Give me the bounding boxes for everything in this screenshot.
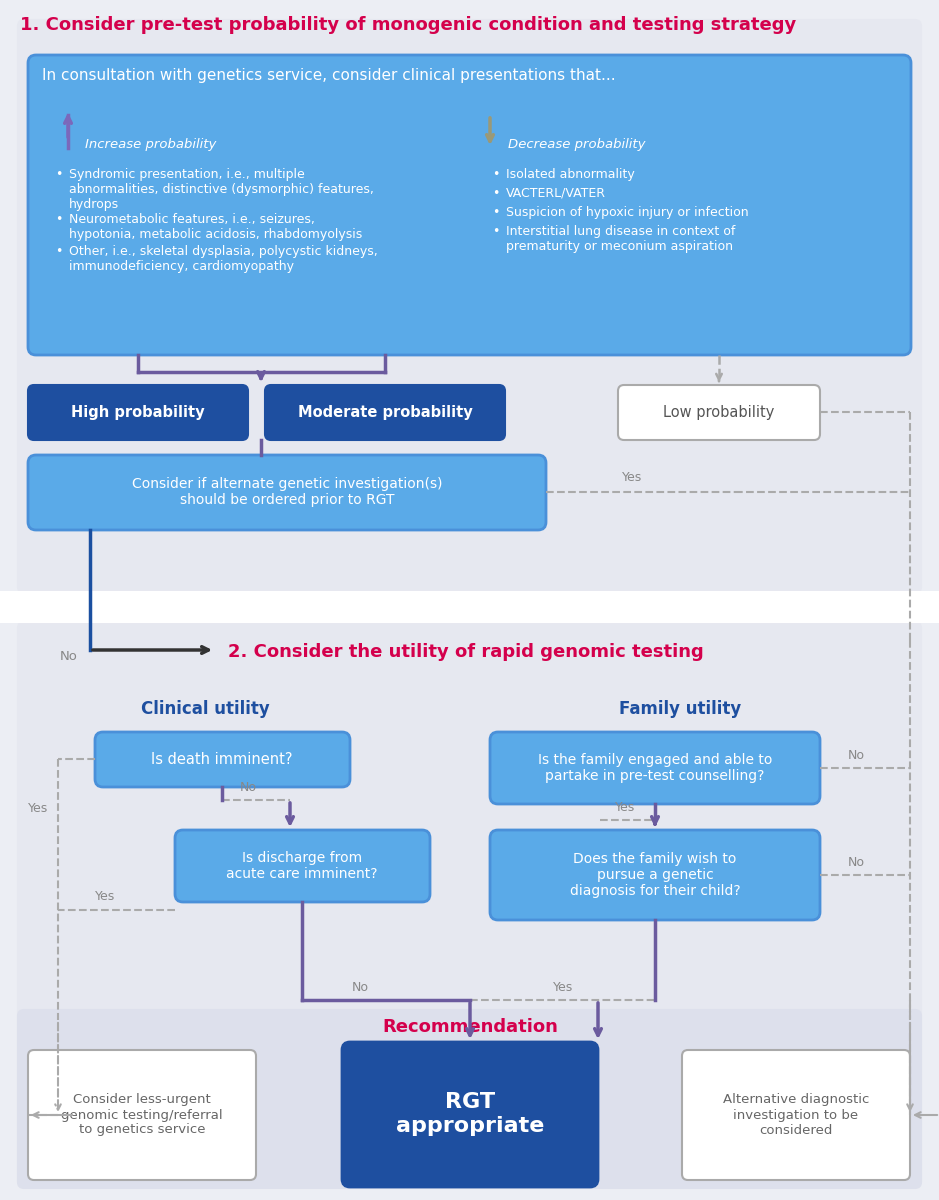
Text: Is discharge from
acute care imminent?: Is discharge from acute care imminent? bbox=[226, 851, 377, 881]
Text: No: No bbox=[60, 650, 78, 662]
Text: 2. Consider the utility of rapid genomic testing: 2. Consider the utility of rapid genomic… bbox=[228, 643, 703, 661]
Text: Clinical utility: Clinical utility bbox=[141, 700, 269, 718]
Text: Increase probability: Increase probability bbox=[85, 138, 216, 151]
FancyBboxPatch shape bbox=[28, 1050, 256, 1180]
Text: No: No bbox=[848, 856, 865, 869]
Text: No: No bbox=[848, 749, 865, 762]
FancyBboxPatch shape bbox=[28, 455, 546, 530]
Text: 1. Consider pre-test probability of monogenic condition and testing strategy: 1. Consider pre-test probability of mono… bbox=[20, 16, 796, 34]
Text: No: No bbox=[239, 781, 256, 794]
Text: Is the family engaged and able to
partake in pre-test counselling?: Is the family engaged and able to partak… bbox=[538, 752, 772, 784]
FancyBboxPatch shape bbox=[18, 622, 921, 1187]
FancyBboxPatch shape bbox=[618, 385, 820, 440]
FancyBboxPatch shape bbox=[265, 385, 505, 440]
Text: Decrease probability: Decrease probability bbox=[508, 138, 645, 151]
FancyBboxPatch shape bbox=[490, 732, 820, 804]
FancyBboxPatch shape bbox=[0, 592, 939, 622]
Text: Yes: Yes bbox=[28, 802, 48, 815]
Text: Other, i.e., skeletal dysplasia, polycystic kidneys,
immunodeficiency, cardiomyo: Other, i.e., skeletal dysplasia, polycys… bbox=[69, 245, 377, 272]
Text: Alternative diagnostic
investigation to be
considered: Alternative diagnostic investigation to … bbox=[723, 1093, 870, 1136]
Text: High probability: High probability bbox=[71, 404, 205, 420]
Text: Consider if alternate genetic investigation(s)
should be ordered prior to RGT: Consider if alternate genetic investigat… bbox=[131, 476, 442, 508]
FancyBboxPatch shape bbox=[490, 830, 820, 920]
FancyBboxPatch shape bbox=[682, 1050, 910, 1180]
Text: Consider less-urgent
genomic testing/referral
to genetics service: Consider less-urgent genomic testing/ref… bbox=[61, 1093, 223, 1136]
Text: Syndromic presentation, i.e., multiple
abnormalities, distinctive (dysmorphic) f: Syndromic presentation, i.e., multiple a… bbox=[69, 168, 374, 211]
Text: •: • bbox=[492, 206, 500, 218]
Text: In consultation with genetics service, consider clinical presentations that...: In consultation with genetics service, c… bbox=[42, 68, 616, 83]
Text: Does the family wish to
pursue a genetic
diagnosis for their child?: Does the family wish to pursue a genetic… bbox=[570, 852, 740, 898]
Text: Moderate probability: Moderate probability bbox=[298, 404, 472, 420]
Text: Suspicion of hypoxic injury or infection: Suspicion of hypoxic injury or infection bbox=[506, 206, 748, 218]
Text: Recommendation: Recommendation bbox=[382, 1018, 558, 1036]
Text: Neurometabolic features, i.e., seizures,
hypotonia, metabolic acidosis, rhabdomy: Neurometabolic features, i.e., seizures,… bbox=[69, 214, 362, 241]
Text: Yes: Yes bbox=[553, 982, 573, 994]
Text: •: • bbox=[492, 187, 500, 200]
Text: Yes: Yes bbox=[615, 802, 636, 814]
Text: •: • bbox=[55, 168, 62, 181]
Text: •: • bbox=[492, 168, 500, 181]
Text: •: • bbox=[55, 245, 62, 258]
Text: Isolated abnormality: Isolated abnormality bbox=[506, 168, 635, 181]
Text: Yes: Yes bbox=[622, 470, 642, 484]
FancyBboxPatch shape bbox=[18, 20, 921, 593]
FancyBboxPatch shape bbox=[95, 732, 350, 787]
Text: Low probability: Low probability bbox=[663, 404, 775, 420]
FancyBboxPatch shape bbox=[175, 830, 430, 902]
Text: Yes: Yes bbox=[95, 890, 115, 902]
Text: •: • bbox=[55, 214, 62, 226]
Text: No: No bbox=[351, 982, 368, 994]
Text: Interstitial lung disease in context of
prematurity or meconium aspiration: Interstitial lung disease in context of … bbox=[506, 226, 735, 253]
Text: RGT
appropriate: RGT appropriate bbox=[396, 1092, 545, 1135]
Text: Family utility: Family utility bbox=[619, 700, 741, 718]
FancyBboxPatch shape bbox=[342, 1042, 598, 1187]
Text: VACTERL/VATER: VACTERL/VATER bbox=[506, 187, 606, 200]
FancyBboxPatch shape bbox=[18, 1010, 921, 1188]
FancyBboxPatch shape bbox=[28, 55, 911, 355]
Text: •: • bbox=[492, 226, 500, 238]
Text: Is death imminent?: Is death imminent? bbox=[151, 751, 293, 767]
FancyBboxPatch shape bbox=[28, 385, 248, 440]
